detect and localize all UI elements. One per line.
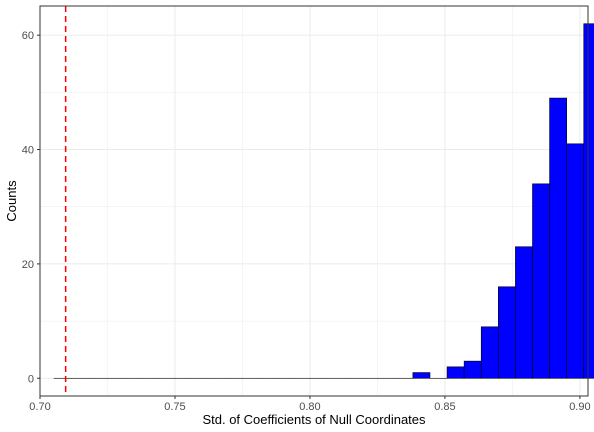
panel-border (39, 5, 589, 397)
bars-layer (53, 23, 594, 379)
y-tick-label: 0 (28, 373, 34, 385)
y-axis-title: Counts (4, 180, 19, 222)
histogram-bar (532, 183, 550, 379)
histogram-bar (446, 366, 465, 379)
histogram-bar (498, 286, 516, 379)
ticks-layer: 0.70 0.75 0.80 0.85 0.90 0 20 40 60 (22, 30, 591, 413)
x-axis-title: Std. of Coefficients of Null Coordinates (202, 412, 426, 427)
x-tick-label: 0.85 (434, 401, 455, 413)
x-tick-label: 0.75 (164, 401, 185, 413)
x-tick-label: 0.90 (569, 401, 590, 413)
y-tick-label: 60 (22, 30, 34, 42)
histogram-bar (463, 360, 482, 379)
histogram-bar (566, 143, 585, 379)
histogram-bar (515, 246, 533, 379)
histogram-bar (412, 372, 431, 379)
histogram-bar (583, 23, 594, 379)
y-tick-label: 40 (22, 145, 34, 157)
y-tick-label: 20 (22, 259, 34, 271)
x-tick-label: 0.80 (299, 401, 320, 413)
histogram-bar (480, 326, 499, 379)
histogram-bar (549, 97, 567, 379)
x-tick-label: 0.70 (29, 401, 50, 413)
